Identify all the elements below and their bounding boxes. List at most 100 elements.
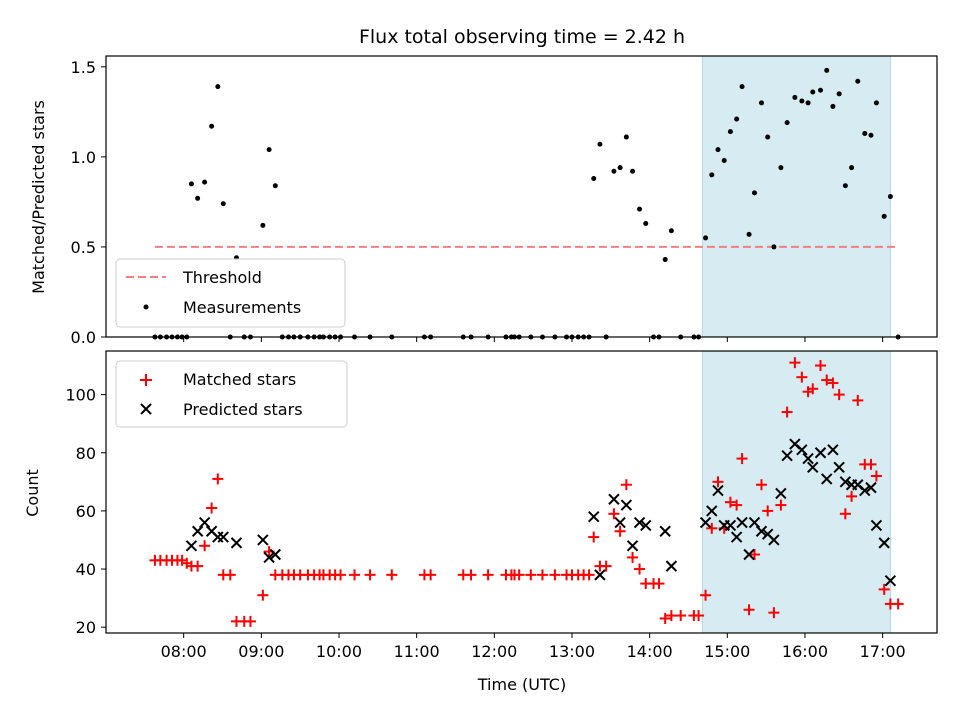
measurement-point: [758, 100, 764, 106]
matched-star-point: [614, 525, 626, 537]
measurement-point: [202, 179, 208, 185]
bottom-legend[interactable]: Matched stars Predicted stars: [115, 360, 348, 428]
predicted-star-point: [699, 516, 712, 529]
measurement-point: [721, 157, 727, 163]
matched-star-point: [192, 560, 204, 572]
predicted-star-point: [230, 537, 243, 549]
measurement-point: [260, 222, 266, 228]
x-tick-label: 13:00: [549, 642, 595, 661]
matched-star-point: [199, 540, 211, 552]
predicted-star-point: [878, 537, 890, 549]
matched-star-point: [665, 610, 677, 622]
measurements-legend-label: Measurements: [183, 298, 301, 317]
predicted-star-point: [217, 531, 229, 543]
matched-star-point: [870, 470, 882, 482]
predicted-star-point: [839, 476, 852, 488]
matched-star-point: [768, 607, 780, 619]
measurement-point: [824, 67, 830, 73]
predicted-star-point: [614, 516, 626, 529]
matched-legend-label: Matched stars: [183, 370, 296, 389]
predicted-star-point: [730, 531, 743, 543]
top-y-tick-label: 1.0: [71, 148, 96, 167]
predicted-star-point: [755, 525, 768, 537]
measurement-point: [709, 172, 715, 178]
matched-star-point: [781, 406, 793, 418]
measurement-point: [778, 165, 784, 171]
predicted-star-point: [659, 525, 671, 537]
top-highlight-span: [701, 55, 891, 338]
predicted-star-point: [814, 447, 827, 459]
predicted-star-point: [626, 540, 639, 552]
chart-title: Flux total observing time = 2.42 h: [359, 26, 685, 48]
measurement-point: [591, 175, 597, 181]
matched-star-point: [833, 389, 845, 401]
top-y-tick-label: 0.5: [71, 238, 96, 257]
matched-star-point: [789, 357, 801, 369]
measurement-point: [805, 100, 811, 106]
predicted-star-point: [185, 540, 198, 552]
matched-star-point: [755, 479, 767, 491]
x-tick-label: 15:00: [704, 642, 750, 661]
predicted-star-point: [263, 551, 275, 564]
matched-star-point: [206, 502, 218, 514]
measurement-point: [637, 206, 643, 212]
predicted-star-point: [748, 516, 761, 529]
bottom-y-tick-label: 60: [76, 502, 96, 521]
measurement-point: [195, 195, 201, 201]
matched-star-point: [731, 499, 743, 511]
matched-star-point: [212, 473, 224, 485]
bottom-axes-frame: [105, 350, 938, 634]
matched-star-point: [807, 383, 819, 395]
predicted-star-point: [802, 452, 814, 465]
x-tick-label: 10:00: [316, 642, 362, 661]
predicted-star-point: [706, 505, 718, 517]
predicted-star-point: [191, 525, 204, 537]
predicted-star-point: [724, 519, 737, 532]
predicted-star-point: [640, 519, 652, 532]
measurement-point: [873, 100, 879, 106]
measurement-point: [643, 221, 649, 227]
measurement-point: [849, 165, 855, 171]
x-tick-label: 16:00: [782, 642, 828, 661]
bottom-panel: 08:00 09:00 10:00 11:00 12:00 13:00 14:00 15:00…: [23, 350, 938, 694]
predicted-star-point: [665, 560, 678, 572]
matched-star-point: [700, 589, 712, 601]
threshold-legend-label: Threshold: [182, 268, 262, 287]
measurement-point: [188, 181, 194, 187]
matched-star-point: [425, 569, 437, 581]
measurement-point: [272, 183, 278, 189]
matched-star-point: [706, 522, 718, 534]
matched-star-point: [513, 569, 525, 581]
predicted-star-point: [781, 449, 793, 462]
measurement-point: [887, 194, 893, 199]
bottom-y-tick-label: 80: [76, 444, 96, 463]
bottom-legend-box: [115, 360, 348, 428]
measurement-point: [668, 228, 674, 234]
x-tick-label: 11:00: [394, 642, 440, 661]
measurement-point: [830, 103, 836, 109]
measurement-point: [727, 129, 733, 135]
predicted-star-point: [768, 534, 780, 546]
measurement-point: [215, 84, 221, 90]
x-tick-label: 09:00: [238, 642, 284, 661]
predicted-star-point: [865, 481, 877, 494]
predicted-star-point: [633, 516, 646, 529]
matched-star-point: [349, 569, 361, 581]
matched-star-point: [775, 499, 787, 511]
matched-star-point: [821, 374, 833, 386]
predicted-star-point: [594, 569, 606, 581]
predicted-stars-points: [185, 438, 897, 587]
predicted-legend-label: Predicted stars: [183, 400, 303, 419]
top-ylabel: Matched/Predicted stars: [29, 100, 48, 294]
measurement-point: [630, 168, 636, 174]
matched-star-point: [386, 569, 398, 581]
matched-star-point: [465, 569, 477, 581]
matched-legend-swatch: [140, 374, 152, 386]
top-legend[interactable]: Threshold Measurements: [115, 258, 346, 328]
measurement-point: [862, 130, 868, 136]
measurement-point: [220, 201, 226, 207]
matched-star-point: [815, 360, 827, 372]
matched-star-point: [846, 490, 858, 502]
matched-star-point: [364, 569, 376, 581]
